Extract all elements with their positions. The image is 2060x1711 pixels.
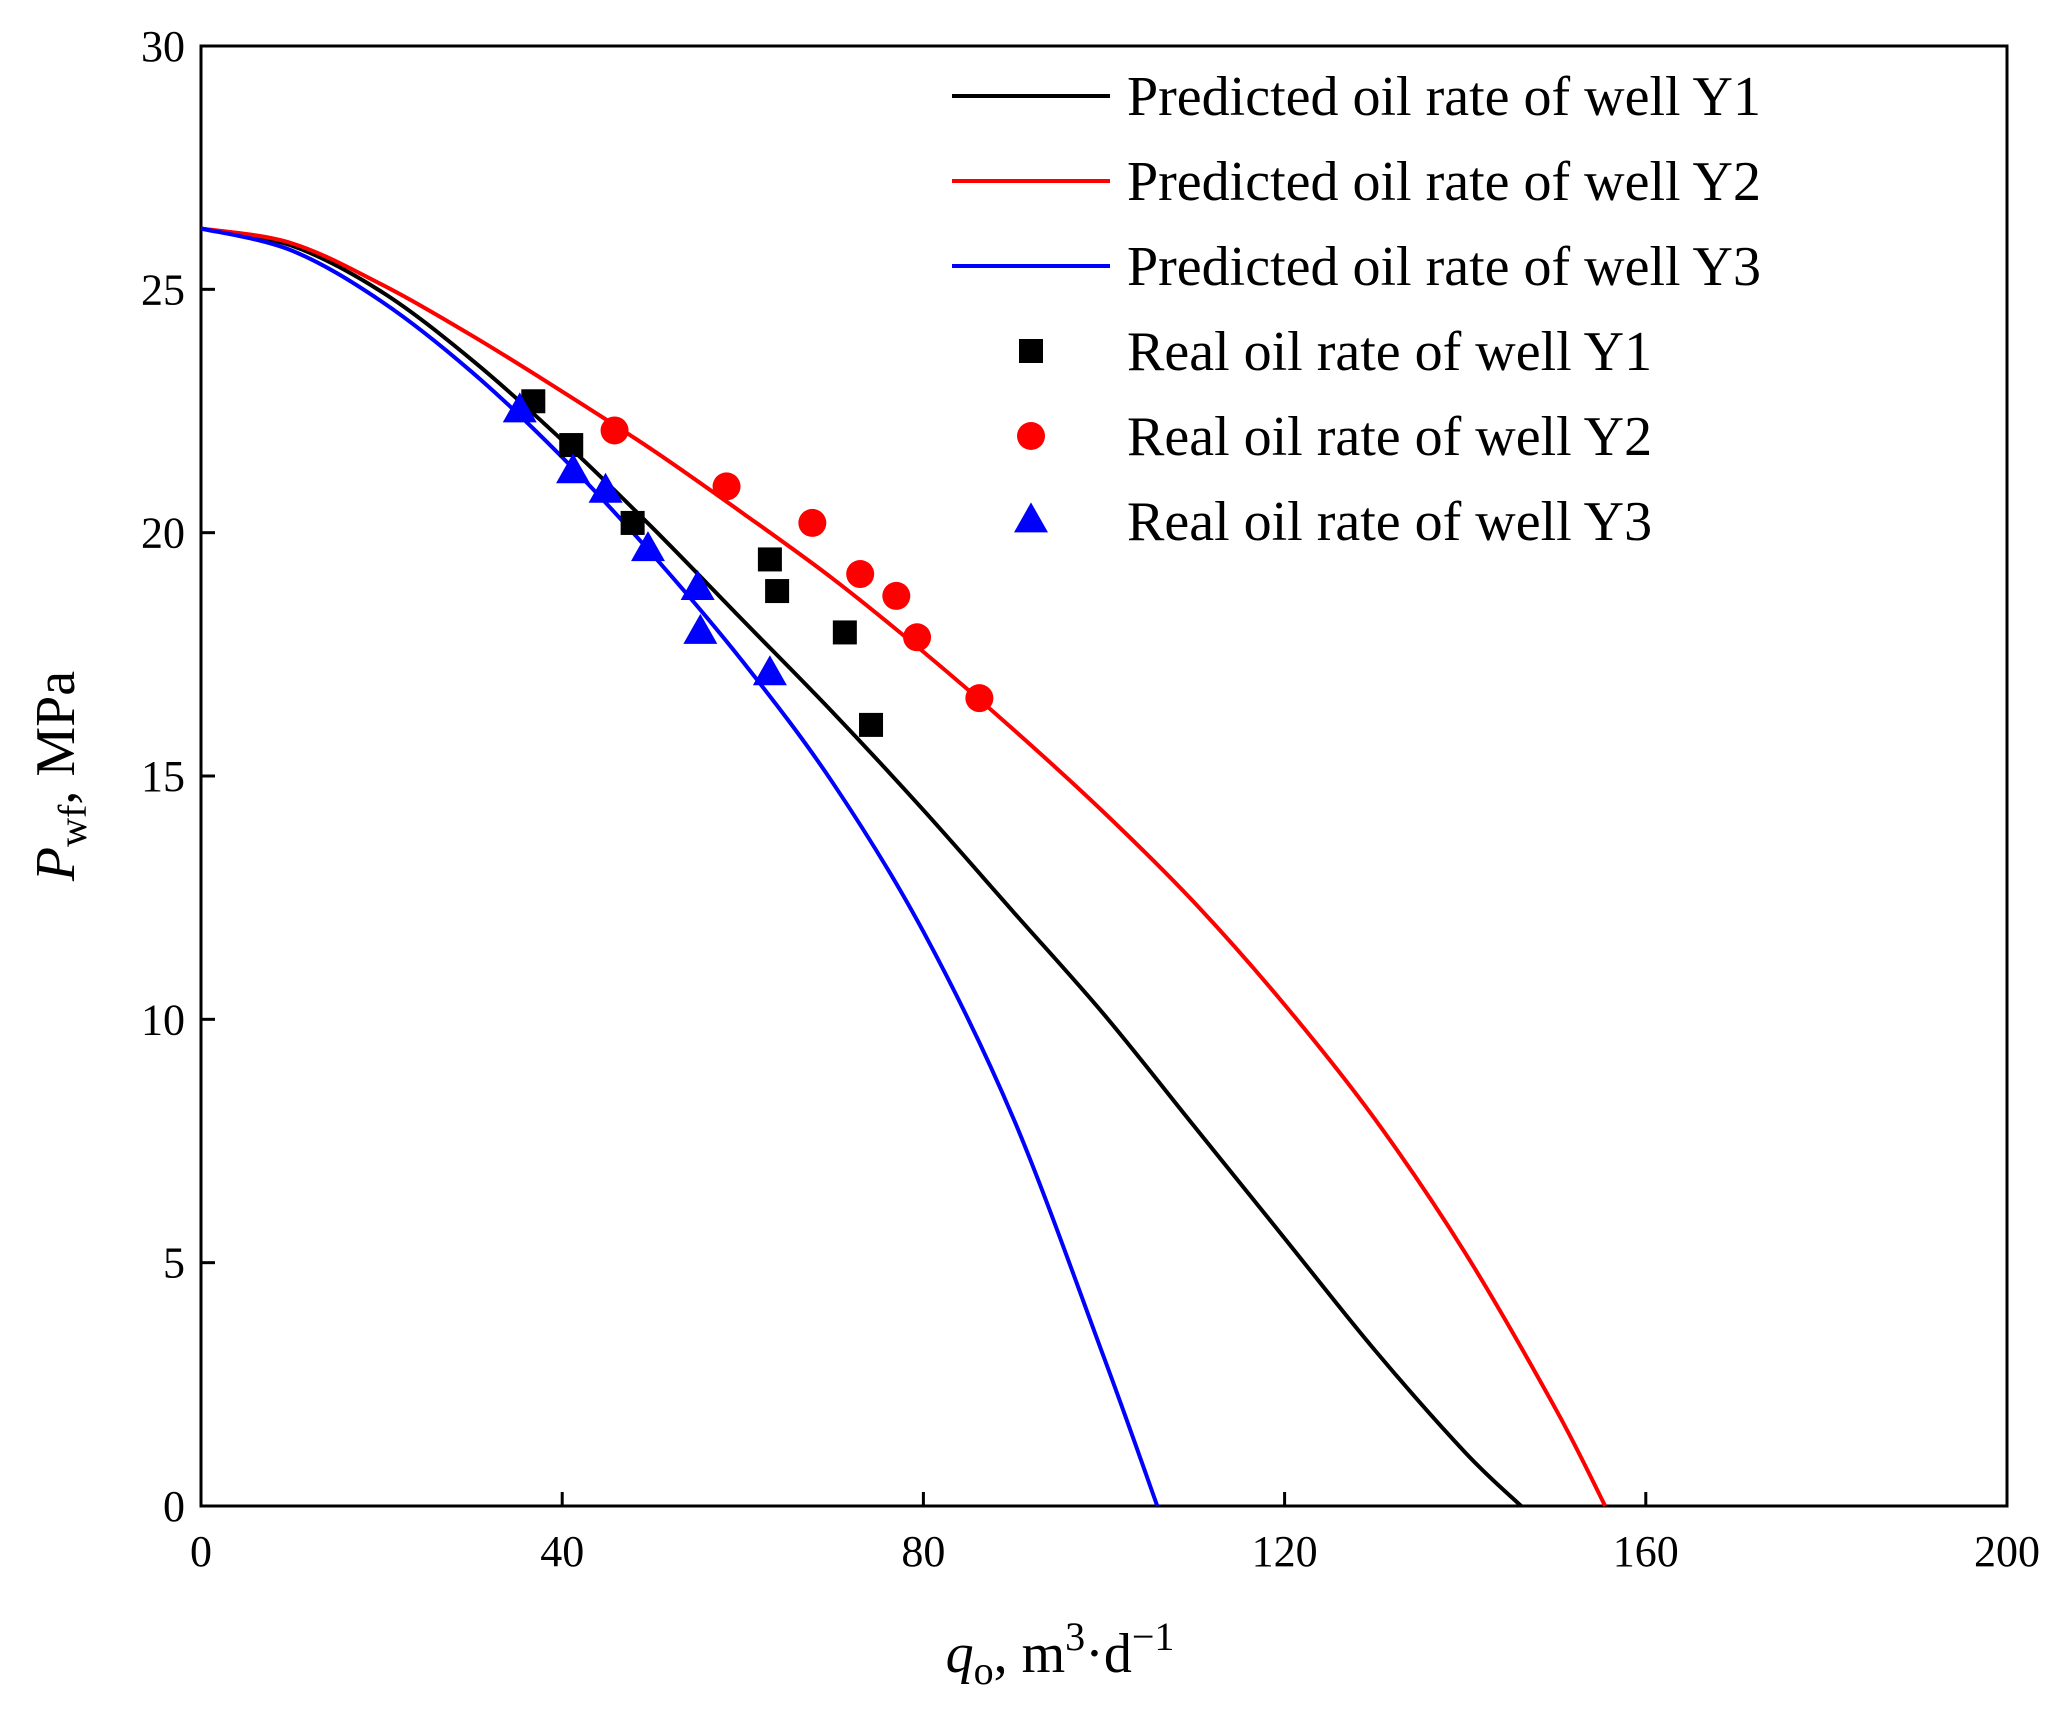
legend-label: Real oil rate of well Y2 [1127, 406, 1652, 468]
data-point-real-oil-rate-of-well-y2 [965, 684, 994, 713]
data-point-real-oil-rate-of-well-y3 [502, 392, 537, 423]
data-point-real-oil-rate-of-well-y3 [680, 570, 715, 601]
data-point-real-oil-rate-of-well-y2 [882, 581, 911, 610]
x-axis-label-mid: ·d [1085, 1623, 1132, 1685]
data-point-real-oil-rate-of-well-y2 [600, 416, 629, 445]
legend: Predicted oil rate of well Y1 Predicted o… [952, 66, 1761, 553]
data-point-real-oil-rate-of-well-y2 [903, 623, 932, 652]
x-axis-label-rest: , m [994, 1623, 1066, 1685]
legend-swatch [1019, 339, 1043, 363]
data-point-real-oil-rate-of-well-y2 [846, 560, 875, 589]
series-line-predicted-oil-rate-of-well-y2 [200, 226, 1607, 1507]
y-tick-label: 20 [141, 509, 185, 558]
legend-label: Real oil rate of well Y1 [1127, 321, 1652, 383]
y-tick-label: 0 [163, 1482, 185, 1531]
data-point-real-oil-rate-of-well-y3 [588, 472, 623, 503]
data-point-real-oil-rate-of-well-y3 [630, 531, 665, 562]
legend-label: Predicted oil rate of well Y2 [1127, 151, 1761, 213]
y-axis-label-sub: wf [50, 804, 95, 847]
y-axis-label-main: P [25, 847, 87, 882]
y-tick-label: 10 [141, 995, 185, 1044]
x-tick-label: 200 [1974, 1527, 2040, 1576]
data-point-real-oil-rate-of-well-y1 [559, 433, 584, 458]
data-point-real-oil-rate-of-well-y1 [832, 620, 857, 645]
legend-swatch [1017, 422, 1045, 450]
x-axis-label-sup1: 3 [1065, 1614, 1085, 1659]
legend-swatch [1014, 502, 1048, 533]
data-point-real-oil-rate-of-well-y3 [683, 613, 718, 644]
series-line-predicted-oil-rate-of-well-y3 [200, 226, 1160, 1507]
data-point-real-oil-rate-of-well-y1 [757, 547, 782, 572]
y-axis-label-rest: , MPa [25, 671, 87, 805]
x-tick-label: 160 [1613, 1527, 1679, 1576]
y-tick-label: 30 [141, 22, 185, 71]
series-layer [200, 226, 1607, 1508]
x-axis-label-sup2: −1 [1132, 1614, 1175, 1659]
x-tick-label: 40 [540, 1527, 584, 1576]
data-point-real-oil-rate-of-well-y3 [752, 655, 787, 686]
data-point-real-oil-rate-of-well-y2 [712, 472, 741, 501]
data-point-real-oil-rate-of-well-y1 [765, 579, 790, 604]
x-tick-label: 120 [1252, 1527, 1318, 1576]
y-axis-label: Pwf, MPa [25, 671, 95, 882]
x-tick-label: 0 [190, 1527, 212, 1576]
data-point-real-oil-rate-of-well-y1 [620, 510, 645, 535]
y-tick-label: 25 [141, 265, 185, 314]
x-tick-label: 80 [901, 1527, 945, 1576]
x-axis-label-sub: o [974, 1648, 994, 1693]
data-point-real-oil-rate-of-well-y2 [798, 508, 827, 537]
x-axis-label: qo, m3·d−1 [946, 1614, 1175, 1693]
data-point-real-oil-rate-of-well-y3 [556, 453, 591, 484]
data-point-real-oil-rate-of-well-y1 [859, 712, 884, 737]
axis-ticks: 0 40 80 120 160 200 0 5 10 15 20 25 30 [141, 22, 2040, 1576]
x-axis-label-main: q [946, 1623, 974, 1685]
legend-label: Real oil rate of well Y3 [1127, 491, 1652, 553]
y-tick-label: 5 [163, 1239, 185, 1288]
series-line-predicted-oil-rate-of-well-y1 [200, 226, 1523, 1508]
legend-label: Predicted oil rate of well Y1 [1127, 66, 1761, 128]
legend-label: Predicted oil rate of well Y3 [1127, 236, 1761, 298]
y-tick-label: 15 [141, 752, 185, 801]
